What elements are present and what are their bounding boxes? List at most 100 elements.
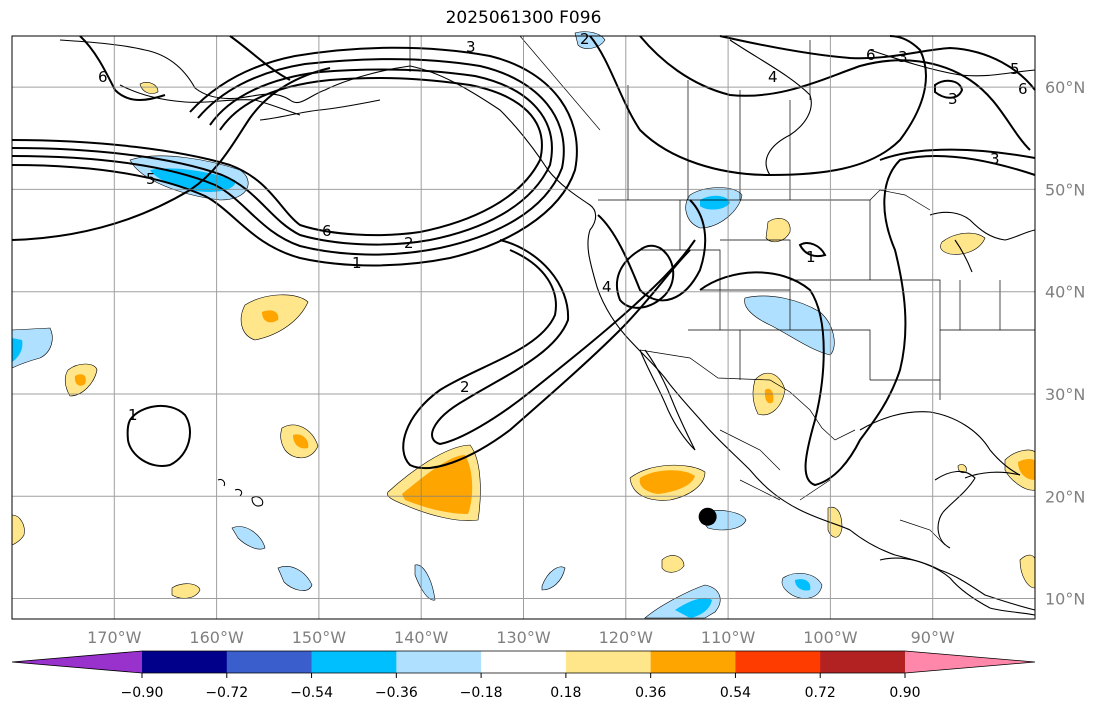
contour-line bbox=[879, 148, 1036, 161]
latitude-tick-label: 50°N bbox=[1045, 180, 1085, 199]
colorbar-extend-low bbox=[12, 651, 142, 673]
hawaii-islands bbox=[217, 478, 264, 507]
negative-anomaly-area bbox=[11, 327, 53, 369]
contour-label: 6 bbox=[866, 46, 876, 64]
contour-label: 3 bbox=[990, 150, 1000, 168]
contour-line bbox=[402, 249, 691, 470]
moderate-positive-anomaly-area bbox=[1018, 459, 1035, 480]
contour-line bbox=[934, 79, 964, 99]
contour-label: 1 bbox=[128, 406, 138, 424]
colorbar-tick-label: 0.18 bbox=[550, 685, 581, 701]
contour-label: 2 bbox=[580, 30, 590, 48]
strong-negative-anomaly-area bbox=[12, 338, 23, 362]
contour-line bbox=[639, 35, 1031, 151]
contour-label: 6 bbox=[98, 68, 108, 86]
moderate-positive-anomaly-area bbox=[262, 310, 279, 323]
colorbar-tick-label: −0.72 bbox=[205, 685, 248, 701]
contour-label: 3 bbox=[466, 38, 476, 56]
colorbar-segment bbox=[396, 651, 482, 673]
strong-negative-anomaly-area bbox=[795, 579, 811, 591]
moderate-positive-anomaly-area bbox=[293, 434, 309, 449]
map-title: 2025061300 F096 bbox=[445, 8, 602, 28]
coastlines bbox=[59, 39, 1036, 616]
political-borders bbox=[409, 35, 1035, 546]
contour-label: 3 bbox=[898, 48, 908, 66]
colorbar-segment bbox=[142, 651, 228, 673]
contour-line bbox=[798, 242, 827, 258]
contour-label: 4 bbox=[768, 68, 778, 86]
positive-anomaly-area bbox=[171, 583, 201, 599]
canada-province-borders bbox=[519, 35, 811, 200]
moderate-positive-anomaly-area bbox=[639, 470, 695, 494]
colorbar-tick-label: 0.90 bbox=[889, 685, 920, 701]
colorbar-tick-label: 0.72 bbox=[805, 685, 836, 701]
positive-anomaly-area bbox=[940, 232, 986, 255]
colorbar-tick-label: −0.54 bbox=[290, 685, 333, 701]
latitude-tick-label: 60°N bbox=[1045, 78, 1085, 97]
latitude-tick-label: 20°N bbox=[1045, 487, 1085, 506]
colorbar-segment bbox=[226, 651, 313, 673]
negative-anomaly-area bbox=[231, 526, 266, 550]
longitude-tick-label: 100°W bbox=[803, 628, 858, 647]
positive-anomaly-area bbox=[765, 218, 791, 243]
longitude-tick-label: 130°W bbox=[496, 628, 551, 647]
moderate-positive-anomaly-area bbox=[764, 388, 774, 404]
latitude-tick-label: 40°N bbox=[1045, 283, 1085, 302]
us-state-borders bbox=[640, 200, 1035, 400]
canada-us-border bbox=[598, 189, 931, 211]
colorbar-segment bbox=[311, 651, 397, 673]
contour-line bbox=[589, 35, 927, 177]
central-america-coast bbox=[879, 557, 1036, 611]
colorbar-tick-label: −0.18 bbox=[460, 685, 503, 701]
negative-anomaly-area bbox=[277, 566, 313, 591]
strong-negative-anomaly-area bbox=[700, 195, 730, 210]
contour-line bbox=[11, 68, 553, 246]
contour-line bbox=[597, 199, 707, 302]
contour-line bbox=[229, 35, 291, 81]
colorbar-tick-label: −0.36 bbox=[375, 685, 418, 701]
longitude-tick-label: 170°W bbox=[87, 628, 142, 647]
longitude-tick-label: 140°W bbox=[394, 628, 449, 647]
graticule bbox=[12, 36, 1035, 619]
contour-labels: 3 2 6 4 6 3 5 3 3 6 5 6 2 1 4 1 2 1 bbox=[98, 30, 1028, 424]
contour-label: 2 bbox=[404, 234, 414, 252]
contour-label: 6 bbox=[1018, 80, 1028, 98]
colorbar-extend-high bbox=[905, 651, 1035, 673]
positive-anomaly-area bbox=[661, 555, 685, 573]
latitude-tick-label: 30°N bbox=[1045, 385, 1085, 404]
colorbar-segment bbox=[820, 651, 906, 673]
longitude-tick-label: 90°W bbox=[911, 628, 955, 647]
colorbar-tick-label: −0.90 bbox=[121, 685, 164, 701]
latitude-tick-label: 10°N bbox=[1045, 590, 1085, 609]
colorbar-tick-label: 0.36 bbox=[635, 685, 666, 701]
negative-anomaly-area bbox=[414, 564, 436, 601]
contour-label: 5 bbox=[1010, 60, 1020, 78]
map-frame bbox=[11, 35, 1036, 620]
location-marker bbox=[698, 507, 717, 526]
baja-california bbox=[639, 349, 696, 451]
contour-label: 5 bbox=[146, 170, 156, 188]
colorbar-segment bbox=[565, 651, 652, 673]
colorbar-segment bbox=[650, 651, 736, 673]
mexico-state-borders bbox=[719, 429, 946, 546]
longitude-tick-label: 110°W bbox=[701, 628, 756, 647]
map-panel: 3 2 6 4 6 3 5 3 3 6 5 6 2 1 4 1 2 1 bbox=[11, 30, 1036, 620]
longitude-tick-label: 150°W bbox=[292, 628, 347, 647]
contour-line bbox=[719, 35, 1036, 91]
contour-label: 1 bbox=[806, 248, 816, 266]
contour-label: 3 bbox=[948, 90, 958, 108]
latitude-labels: 60°N 50°N 40°N 30°N 20°N 10°N bbox=[1045, 78, 1085, 608]
contour-line bbox=[431, 239, 696, 446]
great-lakes bbox=[929, 211, 1036, 273]
contour-line bbox=[11, 46, 578, 267]
moderate-positive-anomaly-area bbox=[402, 455, 473, 514]
strong-negative-anomaly-area bbox=[675, 598, 712, 618]
colorbar: −0.90 −0.72 −0.54 −0.36 −0.18 0.18 0.36 0.54 0.7… bbox=[11, 650, 1036, 701]
contour-label: 4 bbox=[602, 278, 612, 296]
cuba-coast bbox=[964, 471, 1021, 479]
contour-line bbox=[615, 244, 675, 309]
contour-line bbox=[699, 155, 1036, 487]
contour-line bbox=[79, 35, 166, 101]
colorbar-tick-label: 0.54 bbox=[720, 685, 751, 701]
